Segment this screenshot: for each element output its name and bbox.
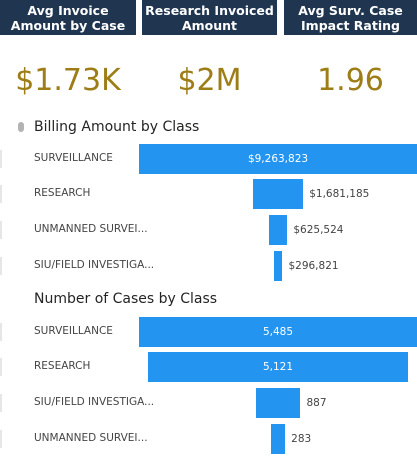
data-label: 5,121 (262, 361, 294, 373)
bar[interactable] (255, 388, 301, 418)
chart-title-billing: Billing Amount by Class (34, 119, 200, 135)
kpi-header-avg-invoice: Avg Invoice Amount by Case (0, 0, 136, 35)
kpi-header-research-invoiced: Research Invoiced Amount (142, 0, 277, 35)
kpi-value-surv-rating: 1.96 (317, 62, 384, 98)
data-label: $1,681,185 (309, 188, 370, 200)
category-label: SIU/FIELD INVESTIGA... (34, 259, 155, 271)
row-divider (0, 394, 2, 412)
row-divider (0, 221, 2, 239)
category-label: RESEARCH (34, 187, 91, 199)
bar[interactable] (273, 251, 283, 281)
bar[interactable] (252, 179, 304, 209)
category-label: SURVEILLANCE (34, 152, 113, 164)
kpi-title: Avg Surv. Case Impact Rating (298, 2, 403, 33)
bar[interactable] (270, 424, 286, 454)
row-divider (0, 150, 2, 168)
data-label: 5,485 (262, 326, 294, 338)
kpi-title: Research Invoiced Amount (145, 2, 274, 33)
row-divider (0, 257, 2, 275)
drag-handle-icon[interactable] (18, 122, 24, 132)
data-label: 887 (306, 397, 327, 409)
data-label: $625,524 (293, 224, 344, 236)
data-label: $296,821 (288, 260, 339, 272)
kpi-header-surv-rating: Avg Surv. Case Impact Rating (284, 0, 417, 35)
data-label: $9,263,823 (247, 153, 309, 165)
bar[interactable] (148, 352, 408, 382)
kpi-value-research-invoiced: $2M (177, 62, 242, 98)
bar[interactable] (139, 317, 417, 347)
row-divider (0, 358, 2, 376)
bar[interactable] (139, 144, 417, 174)
category-label: UNMANNED SURVEI... (34, 432, 148, 444)
bar[interactable] (268, 215, 288, 245)
row-divider (0, 323, 2, 341)
row-divider (0, 430, 2, 448)
kpi-value-avg-invoice: $1.73K (15, 62, 121, 98)
data-label: 283 (291, 433, 312, 445)
category-label: SIU/FIELD INVESTIGA... (34, 396, 155, 408)
row-divider (0, 185, 2, 203)
category-label: SURVEILLANCE (34, 325, 113, 337)
category-label: UNMANNED SURVEI... (34, 223, 148, 235)
category-label: RESEARCH (34, 360, 91, 372)
chart-title-cases: Number of Cases by Class (34, 291, 218, 307)
kpi-title: Avg Invoice Amount by Case (10, 2, 126, 33)
